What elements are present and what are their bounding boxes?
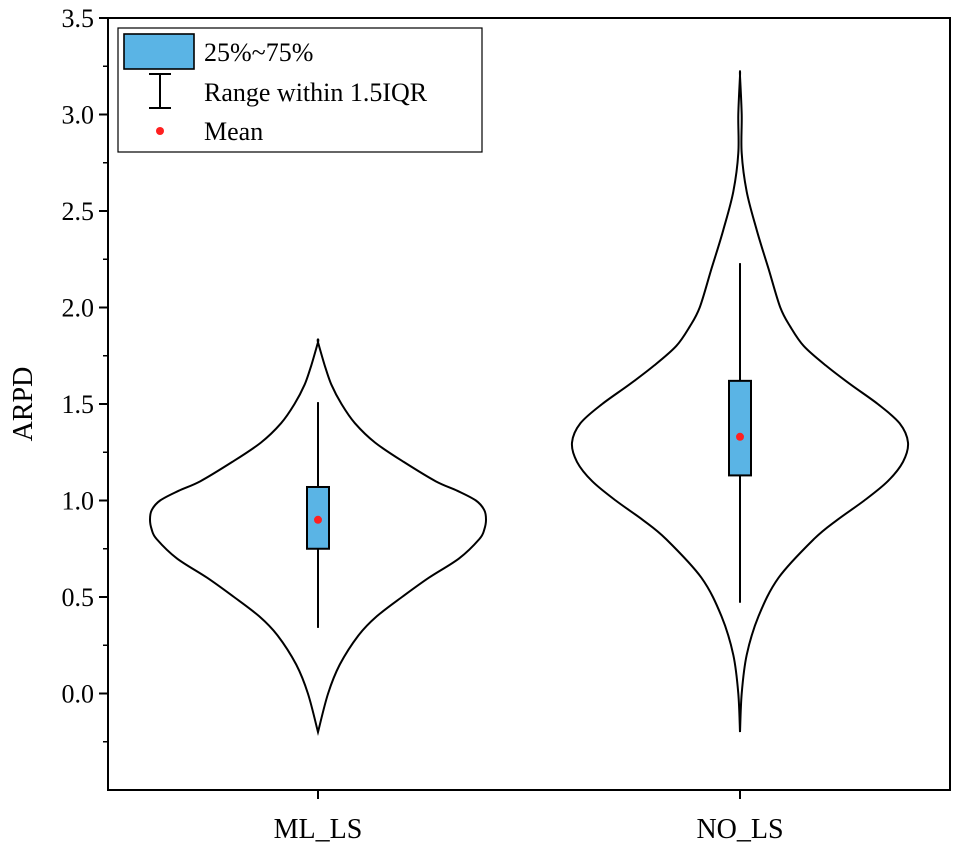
y-tick-label: 3.0 — [62, 101, 95, 130]
y-tick-label: 0.0 — [62, 680, 95, 709]
y-tick-label: 2.0 — [62, 294, 95, 323]
violin-outline — [148, 338, 488, 736]
legend-label-range: Range within 1.5IQR — [204, 78, 428, 107]
y-axis-title: ARPD — [8, 367, 39, 442]
x-axis: ML_LS NO_LS — [274, 790, 784, 845]
mean-dot — [314, 515, 322, 524]
y-tick-label: 0.5 — [62, 583, 95, 612]
x-category-label: NO_LS — [696, 814, 783, 845]
y-tick-label: 2.5 — [62, 197, 95, 226]
mean-dot — [736, 432, 744, 441]
legend: 25%~75% Range within 1.5IQR Mean — [117, 27, 483, 153]
violins — [148, 70, 910, 736]
legend-box-swatch — [123, 33, 195, 70]
iqr-box — [728, 379, 752, 477]
legend-whisker-icon — [149, 73, 171, 109]
legend-mean-dot — [156, 127, 164, 135]
y-tick-label: 1.5 — [62, 390, 95, 419]
legend-label-mean: Mean — [204, 117, 263, 146]
y-tick-label: 1.0 — [62, 487, 95, 516]
legend-label-iqr: 25%~75% — [204, 38, 313, 67]
violin-outline — [570, 70, 910, 733]
x-category-label: ML_LS — [274, 814, 363, 845]
y-axis: 0.0 0.5 1.0 1.5 2.0 2.5 3.0 3.5 — [62, 4, 108, 743]
y-tick-label: 3.5 — [62, 4, 95, 33]
